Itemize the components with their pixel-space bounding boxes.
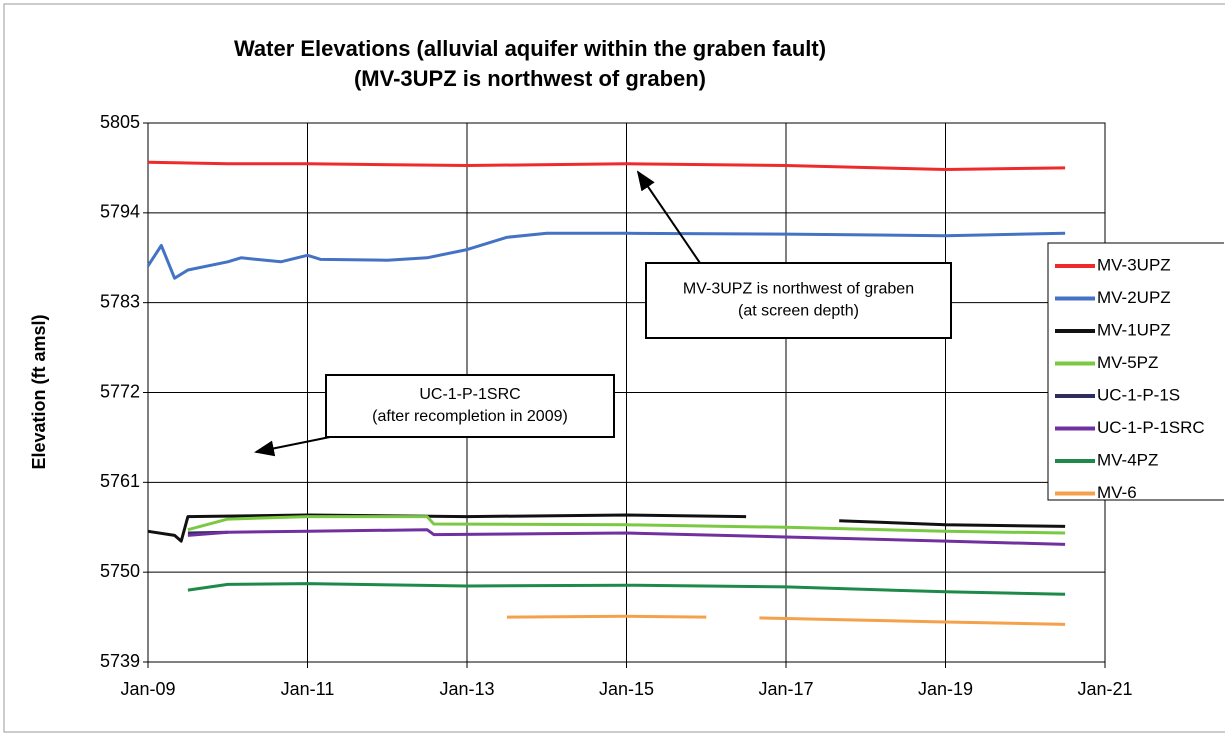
x-tick-label: Jan-19: [918, 679, 973, 699]
x-tick-label: Jan-09: [120, 679, 175, 699]
legend-box: [1047, 242, 1224, 501]
annotation-text: (at screen depth): [738, 303, 859, 320]
annotation-arrow: [254, 436, 331, 457]
legend-label: MV-3UPZ: [1097, 255, 1171, 274]
chart-title: Water Elevations (alluvial aquifer withi…: [234, 36, 826, 61]
y-tick-label: 5761: [100, 471, 140, 491]
legend-label: MV-6: [1097, 483, 1137, 502]
series-line: [147, 160, 1066, 171]
x-tick-label: Jan-17: [758, 679, 813, 699]
legend-label: MV-5PZ: [1097, 353, 1158, 372]
annotation-text: MV-3UPZ is northwest of graben: [683, 281, 914, 298]
y-tick-label: 5739: [100, 651, 140, 671]
series-line: [146, 231, 1066, 280]
series-line: [506, 614, 1066, 626]
x-tick-label: Jan-13: [439, 679, 494, 699]
y-tick-label: 5750: [100, 561, 140, 581]
series-line: [187, 515, 1066, 535]
annotation-box: [325, 374, 615, 438]
annotation-box: [645, 262, 952, 339]
y-tick-label: 5805: [100, 112, 140, 132]
annotation-arrow: [636, 170, 701, 264]
y-tick-label: 5772: [100, 381, 140, 401]
legend-label: UC-1-P-1SRC: [1097, 418, 1205, 437]
y-tick-label: 5794: [100, 202, 140, 222]
annotation-text: (after recompletion in 2009): [372, 408, 568, 425]
series-line: [187, 528, 1066, 546]
chart-subtitle: (MV-3UPZ is northwest of graben): [354, 66, 706, 91]
series-line: [147, 513, 1066, 543]
legend-label: MV-1UPZ: [1097, 320, 1171, 339]
frame: [3, 3, 1225, 733]
annotation-text: UC-1-P-1SRC: [419, 386, 520, 403]
legend-label: UC-1-P-1S: [1097, 385, 1180, 404]
legend-label: MV-2UPZ: [1097, 288, 1171, 307]
x-tick-label: Jan-15: [599, 679, 654, 699]
x-tick-label: Jan-21: [1077, 679, 1132, 699]
x-tick-label: Jan-11: [281, 679, 335, 699]
legend: MV-3UPZ MV-2UPZ MV-1UPZ MV-5PZ UC-1-P-1S UC-1…: [1047, 242, 1224, 502]
legend-label: MV-4PZ: [1097, 450, 1158, 469]
y-axis-label: Elevation (ft amsl): [29, 314, 49, 469]
y-tick-label: 5783: [100, 291, 140, 311]
series-line: [187, 582, 1066, 596]
